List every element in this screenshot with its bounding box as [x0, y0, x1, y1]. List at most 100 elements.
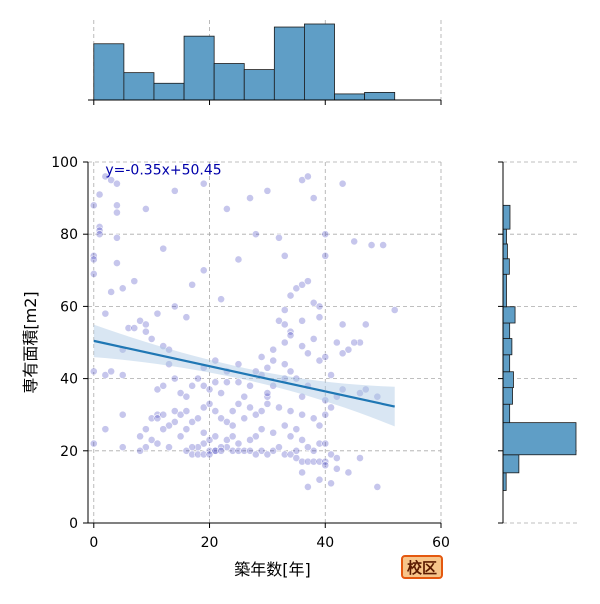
scatter-point: [217, 446, 225, 455]
regression-ci-band: [93, 324, 395, 427]
scatter-point: [211, 407, 220, 415]
scatter-point: [234, 255, 243, 264]
scatter-point: [89, 270, 98, 278]
y-axis-label: 専有面積[m2]: [21, 291, 40, 393]
scatter-point: [315, 356, 324, 365]
scatter-point: [263, 363, 272, 372]
regression-line: [93, 339, 395, 408]
scatter-point: [194, 414, 202, 423]
scatter-point: [113, 179, 121, 188]
scatter-point: [315, 457, 324, 466]
regression-equation: y=-0.35x+50.45: [105, 162, 221, 178]
scatter-point: [199, 403, 208, 412]
scatter-point: [246, 436, 254, 444]
scatter-point: [234, 399, 243, 408]
scatter-point: [298, 342, 307, 351]
scatter-point: [113, 259, 121, 267]
scatter-point: [251, 367, 260, 376]
scatter-point: [89, 201, 98, 210]
scatter-point: [118, 410, 127, 419]
scatter-point: [269, 428, 278, 437]
scatter-point: [188, 450, 197, 459]
scatter-point: [199, 179, 208, 188]
scatter-point: [217, 389, 225, 397]
scatter-point: [350, 237, 359, 246]
scatter-point: [101, 309, 110, 318]
scatter-point: [240, 446, 249, 455]
top-histogram-bar: [364, 92, 396, 101]
scatter-point: [228, 421, 237, 430]
scatter-point: [240, 392, 249, 401]
scatter-point: [182, 425, 191, 434]
scatter-point: [304, 482, 312, 491]
scatter-point: [280, 306, 289, 314]
scatter-point: [234, 446, 243, 455]
scatter-point: [309, 334, 318, 343]
scatter-point: [147, 334, 156, 343]
scatter-point: [315, 302, 324, 311]
scatter-point: [153, 439, 162, 448]
scatter-point: [199, 439, 208, 448]
scatter-point: [321, 410, 330, 419]
scatter-point: [292, 425, 301, 434]
scatter-point: [240, 414, 249, 423]
scatter-point: [327, 479, 335, 488]
scatter-point: [222, 378, 231, 387]
y-tick-label: 100: [51, 155, 78, 171]
right-histogram-bar: [502, 338, 513, 356]
scatter-point: [188, 418, 197, 426]
scatter-point: [222, 205, 231, 213]
scatter-point: [275, 233, 283, 242]
scatter-point: [211, 378, 220, 387]
y-tick-label: 20: [60, 444, 78, 460]
scatter-point: [118, 284, 127, 293]
campus-badge[interactable]: 校区: [401, 555, 443, 579]
scatter-point: [141, 327, 150, 336]
scatter-point: [298, 316, 307, 325]
scatter-point: [309, 298, 318, 307]
scatter-point: [315, 439, 324, 448]
scatter-point: [286, 450, 295, 459]
scatter-point: [211, 446, 220, 455]
scatter-point: [211, 432, 220, 441]
scatter-point: [373, 392, 382, 401]
scatter-point: [182, 407, 191, 415]
scatter-point: [298, 457, 307, 466]
scatter-point: [159, 244, 168, 253]
scatter-point: [234, 360, 243, 369]
right-histogram-bar: [502, 387, 513, 405]
scatter-point: [113, 233, 121, 242]
scatter-point: [118, 371, 127, 379]
scatter-point: [292, 374, 301, 383]
scatter-point: [141, 425, 150, 434]
scatter-point: [356, 454, 364, 462]
scatter-point: [107, 367, 116, 376]
scatter-point: [147, 436, 156, 444]
scatter-point: [263, 399, 272, 408]
top-histogram-bar: [213, 63, 245, 101]
scatter-point: [199, 428, 208, 437]
scatter-point: [338, 349, 347, 358]
scatter-point: [332, 464, 341, 473]
scatter-point: [373, 482, 382, 491]
scatter-point: [234, 378, 243, 387]
scatter-point: [130, 277, 139, 286]
y-tick-label: 60: [60, 299, 78, 315]
right-histogram-bar: [502, 228, 507, 245]
scatter-point: [205, 450, 214, 459]
scatter-point: [113, 208, 121, 217]
top-histogram-bar: [123, 72, 155, 101]
scatter-point: [165, 421, 173, 430]
x-tick-label: 0: [89, 535, 98, 551]
scatter-point: [367, 241, 376, 249]
scatter-point: [188, 381, 197, 390]
scatter-point: [89, 367, 98, 376]
scatter-point: [275, 403, 283, 412]
scatter-point: [199, 381, 208, 390]
scatter-point: [315, 475, 324, 484]
right-histogram-bar: [502, 204, 511, 230]
y-tick-label: 80: [60, 227, 78, 243]
scatter-point: [176, 432, 185, 441]
scatter-point: [257, 353, 266, 361]
scatter-point: [309, 414, 318, 423]
